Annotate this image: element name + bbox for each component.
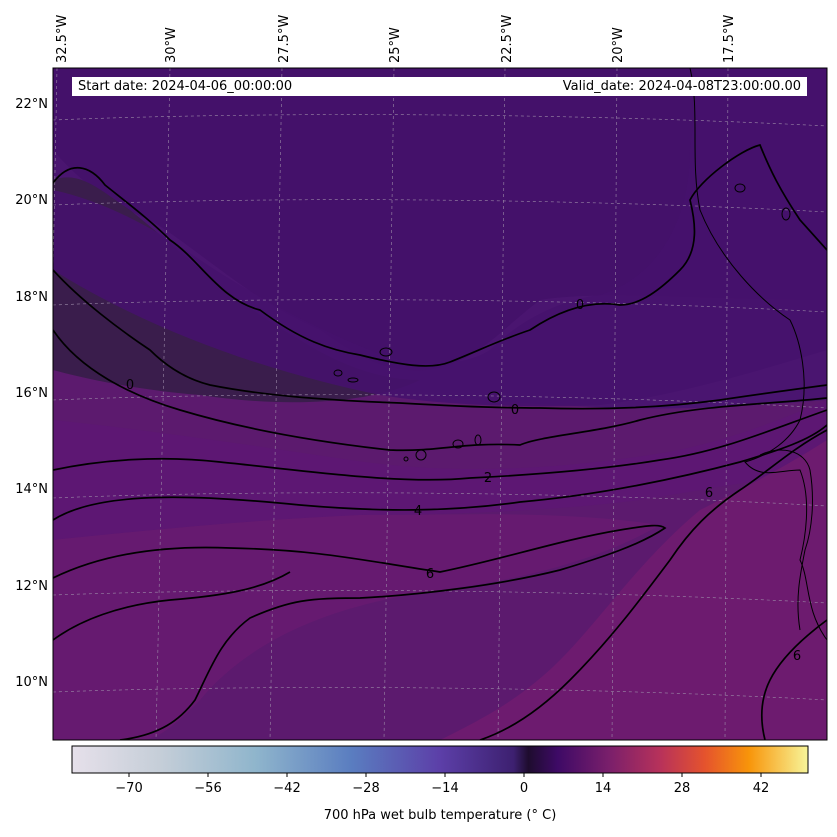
longitude-label: 20°W <box>611 27 626 63</box>
longitude-label: 27.5°W <box>277 14 292 63</box>
contour-label: 0 <box>511 403 519 418</box>
temperature-field: 0 0 0 2 4 6 6 6 <box>53 68 827 740</box>
colorbar-tick-label: −14 <box>431 781 459 796</box>
longitude-label: 25°W <box>388 27 403 63</box>
contour-label: 6 <box>426 567 434 582</box>
longitude-label: 17.5°W <box>722 14 737 63</box>
colorbar <box>71 745 809 774</box>
valid-date: Valid_date: 2024-04-08T23:00:00.00 <box>562 79 801 94</box>
colorbar-tick-label: 0 <box>519 781 529 796</box>
latitude-label: 12°N <box>15 579 48 594</box>
latitude-label: 22°N <box>15 97 48 112</box>
colorbar-tick-label: 28 <box>673 781 691 796</box>
colorbar-tick-label: −42 <box>273 781 301 796</box>
contour-lines <box>53 143 827 740</box>
date-info-box: Start date: 2024-04-06_00:00:00 Valid_da… <box>72 77 807 96</box>
contour-label: 0 <box>126 378 134 393</box>
longitude-label: 30°W <box>164 27 179 63</box>
colorbar-tick-label: −28 <box>352 781 380 796</box>
latitude-label: 10°N <box>15 675 48 690</box>
colorbar-tick-label: 14 <box>594 781 612 796</box>
map-frame <box>52 67 828 741</box>
start-date: Start date: 2024-04-06_00:00:00 <box>78 79 293 94</box>
colorbar-tick-label: 42 <box>752 781 770 796</box>
longitude-label: 32.5°W <box>55 14 70 63</box>
contour-label-group: 0 0 0 2 4 6 6 6 <box>126 298 801 664</box>
contour-label: 6 <box>793 649 801 664</box>
longitude-label: 22.5°W <box>500 14 515 63</box>
contour-label: 2 <box>484 471 492 486</box>
contour-label: 0 <box>576 298 584 313</box>
latitude-label: 18°N <box>15 290 48 305</box>
latitude-label: 16°N <box>15 386 48 401</box>
africa-coastline <box>689 68 827 641</box>
colorbar-tick-label: −56 <box>194 781 222 796</box>
latitude-label: 20°N <box>15 193 48 208</box>
colorbar-title: 700 hPa wet bulb temperature (° C) <box>323 808 557 823</box>
contour-label: 6 <box>705 486 713 501</box>
contour-label: 4 <box>414 504 422 519</box>
latitude-label: 14°N <box>15 482 48 497</box>
colorbar-ticks <box>128 773 762 777</box>
colorbar-tick-label: −70 <box>115 781 143 796</box>
